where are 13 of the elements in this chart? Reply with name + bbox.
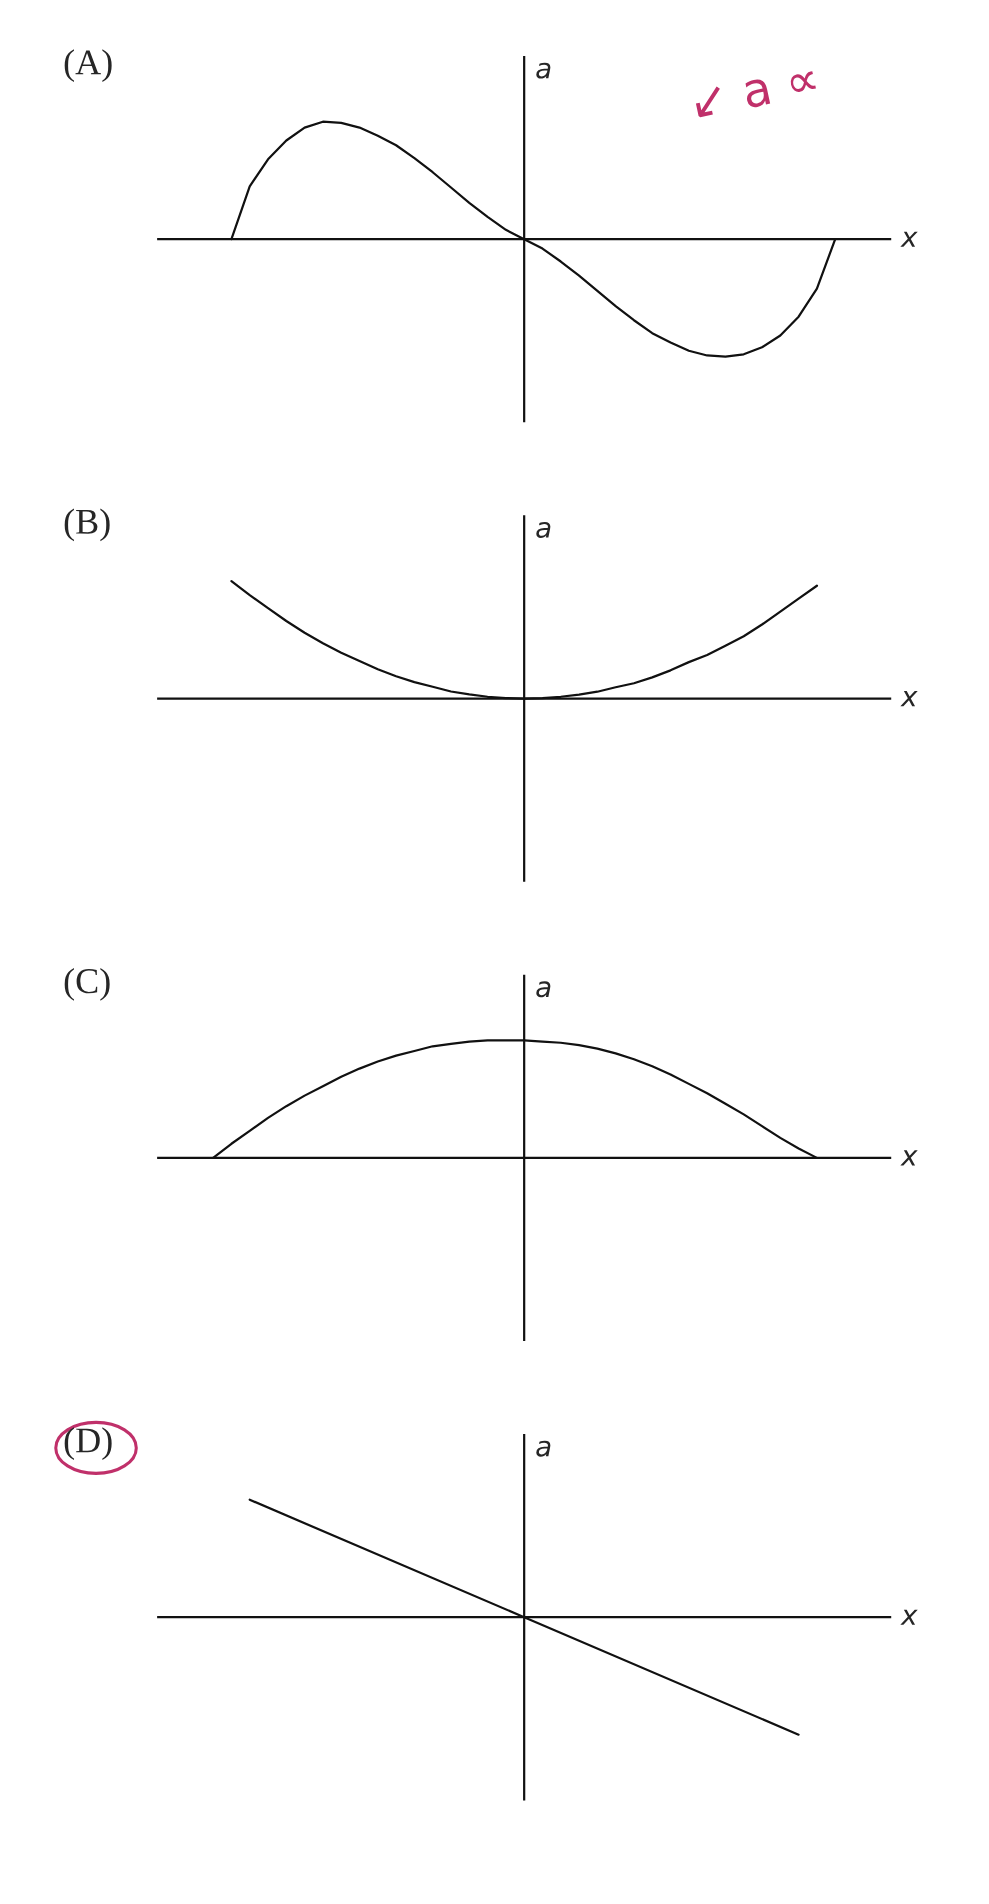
y-axis-title: a [536, 1440, 551, 1457]
y-axis-title: a [536, 62, 551, 79]
y-axis-title: a [536, 522, 551, 538]
y-axis-title: a [536, 981, 551, 998]
x-axis-title: x [900, 231, 918, 247]
chart-title: (C) [64, 967, 110, 1001]
chart-title: (D) [64, 1427, 112, 1460]
x-axis-title: x [900, 1609, 918, 1625]
chart-title: (A) [64, 49, 112, 82]
text: ↙ a ∝ [693, 66, 818, 120]
x-axis-title: x [900, 1150, 918, 1166]
x-axis-title: x [900, 691, 918, 707]
chart-title: (B) [64, 508, 110, 542]
